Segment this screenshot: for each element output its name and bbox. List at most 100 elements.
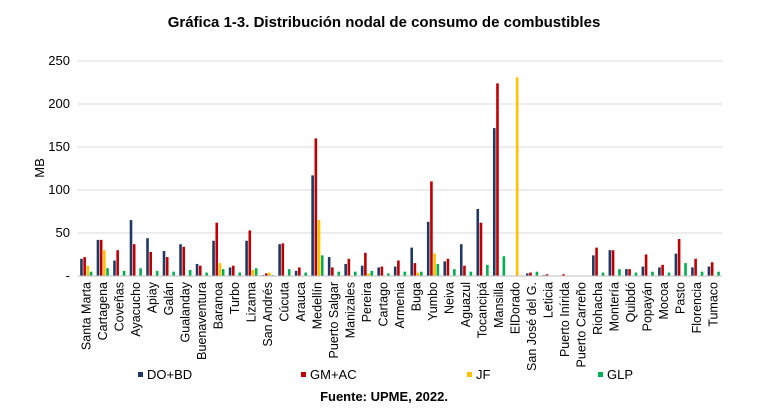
y-tick-label: 50 <box>56 225 70 240</box>
bar-glp <box>353 271 357 276</box>
legend-swatch <box>138 372 143 377</box>
bar-do-bd <box>674 253 678 276</box>
bar-glp <box>188 269 192 276</box>
bar-do-bd <box>294 270 298 276</box>
x-category-label: Lizama <box>244 282 258 322</box>
bar-gm-ac <box>215 222 219 276</box>
x-category-label: Manizales <box>343 282 357 338</box>
x-category-label: Puerto Inírida <box>558 282 572 357</box>
bar-glp <box>420 271 423 276</box>
legend: DO+BD GM+AC JF GLP <box>138 367 633 382</box>
bar-glp <box>667 272 671 276</box>
bar-do-bd <box>179 244 182 276</box>
y-tick-label: 250 <box>48 53 70 68</box>
bar-glp <box>502 256 506 276</box>
bar-gm-ac <box>661 264 664 276</box>
bar-glp <box>139 268 142 276</box>
bar-do-bd <box>195 263 199 276</box>
bar-gm-ac <box>628 269 631 276</box>
bar-glp <box>634 272 638 276</box>
bar-glp <box>89 271 93 276</box>
x-category-label: Leticia <box>542 282 556 318</box>
bar-jf <box>103 250 106 276</box>
legend-label: GLP <box>607 367 633 382</box>
x-category-label: Buenaventura <box>195 282 209 360</box>
bar-do-bd <box>658 267 661 276</box>
bar-glp <box>287 269 291 276</box>
bar-gm-ac <box>413 263 417 276</box>
x-category-label: Tocancipá <box>476 282 490 338</box>
bar-gm-ac <box>198 265 202 276</box>
bar-glp <box>453 269 456 276</box>
x-category-label: San José del G. <box>525 282 539 371</box>
x-category-label: Ayacucho <box>129 282 143 337</box>
bar-glp <box>106 268 109 276</box>
x-category-label: Baranoa <box>211 282 225 329</box>
bar-do-bd <box>129 220 133 276</box>
source-note: Fuente: UPME, 2022. <box>320 389 448 404</box>
bar-glp <box>436 263 440 276</box>
bars <box>80 77 720 276</box>
bar-do-bd <box>492 128 496 276</box>
x-category-label: Galán <box>162 282 176 315</box>
x-axis-categories: Santa Marta Cartagena Coveñas Ayacucho Apiay… <box>79 281 720 371</box>
gridlines <box>78 60 722 234</box>
x-category-label: Santa Marta <box>79 282 93 350</box>
bar-gm-ac <box>710 262 714 276</box>
bar-gm-ac <box>264 273 268 276</box>
bar-gm-ac <box>298 267 301 276</box>
bar-gm-ac <box>248 230 252 276</box>
bar-gm-ac <box>165 257 169 276</box>
legend-swatch <box>598 372 603 377</box>
bar-gm-ac <box>364 252 367 276</box>
bar-gm-ac <box>694 258 697 276</box>
legend-label: DO+BD <box>147 367 192 382</box>
bar-glp <box>320 255 324 276</box>
x-category-label: Quibdó <box>624 282 638 322</box>
bar-do-bd <box>146 238 149 276</box>
bar-glp <box>205 272 208 276</box>
x-category-label: Coveñas <box>112 282 126 331</box>
x-category-label: Cartago <box>376 282 390 327</box>
bar-glp <box>601 272 605 276</box>
bar-jf <box>367 273 370 276</box>
bar-jf <box>251 269 255 276</box>
bar-gm-ac <box>99 239 103 276</box>
bar-glp <box>700 271 704 276</box>
bar-do-bd <box>393 266 397 276</box>
bar-gm-ac <box>231 265 235 276</box>
bar-do-bd <box>327 257 331 276</box>
bar-jf <box>86 265 90 276</box>
y-tick-label: 100 <box>48 182 70 197</box>
bar-gm-ac <box>463 265 466 276</box>
x-category-label: Neiva <box>443 282 457 314</box>
bar-do-bd <box>212 240 215 276</box>
chart-title: Gráfica 1-3. Distribución nodal de consu… <box>168 14 601 31</box>
x-category-label: Pereira <box>360 282 374 322</box>
bar-do-bd <box>410 247 414 276</box>
bar-gm-ac <box>545 274 549 276</box>
bar-gm-ac <box>529 272 532 276</box>
x-category-label: Yumbo <box>426 282 440 321</box>
bar-do-bd <box>426 221 430 276</box>
y-tick-label: - <box>66 268 70 283</box>
bar-glp <box>717 271 720 276</box>
x-category-label: Tumaco <box>707 282 721 327</box>
bar-gm-ac <box>314 138 318 276</box>
bar-gm-ac <box>430 181 433 276</box>
legend-swatch <box>467 372 472 377</box>
x-category-label: Puerto Carreño <box>575 282 589 368</box>
legend-label: JF <box>476 367 491 382</box>
y-tick-label: 200 <box>48 96 70 111</box>
bar-do-bd <box>707 266 711 276</box>
x-category-label: Florencia <box>690 282 704 333</box>
bar-gm-ac <box>677 239 681 276</box>
bar-gm-ac <box>281 243 285 276</box>
bar-gm-ac <box>132 244 136 276</box>
bar-glp <box>651 271 654 276</box>
x-category-label: Montería <box>608 282 622 331</box>
x-category-label: Gualanday <box>178 281 192 342</box>
bar-gm-ac <box>562 274 565 276</box>
bar-do-bd <box>691 267 694 276</box>
